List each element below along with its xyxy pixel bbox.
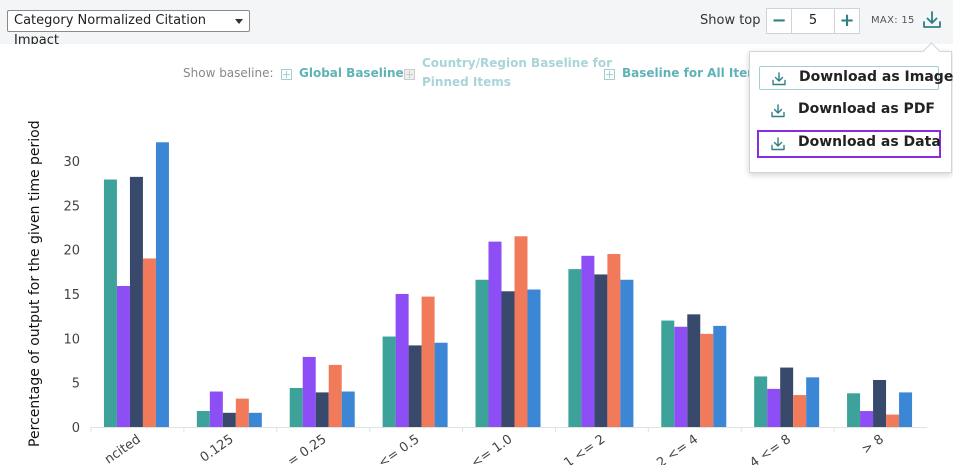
bar xyxy=(395,293,409,427)
bar xyxy=(289,387,303,427)
download-image-item[interactable]: Download as Image xyxy=(759,66,953,90)
download-menu: Download as Image Download as PDF Downlo… xyxy=(749,51,953,173)
download-image-label: Download as Image xyxy=(799,69,953,85)
baseline-options: Show baseline: Global Baseline Country/R… xyxy=(7,44,947,104)
bar xyxy=(328,364,342,427)
y-tick-label: 10 xyxy=(63,332,80,347)
y-tick-label: 25 xyxy=(63,199,80,214)
bar xyxy=(594,274,608,427)
bar xyxy=(222,412,236,427)
bar xyxy=(302,356,316,427)
y-tick-label: 5 xyxy=(72,377,80,392)
bar xyxy=(434,342,448,427)
bar xyxy=(382,336,396,427)
bar xyxy=(607,254,621,427)
bar xyxy=(527,289,541,427)
all-items-baseline-label: Baseline for All Items xyxy=(622,66,767,80)
show-top-stepper: − 5 + xyxy=(766,8,860,34)
bar xyxy=(129,176,143,427)
bar xyxy=(899,392,913,427)
bar xyxy=(581,255,595,427)
bar xyxy=(155,142,169,427)
y-axis-label: Percentage of output for the given time … xyxy=(27,120,43,447)
show-top-label: Show top xyxy=(700,13,761,28)
download-icon xyxy=(771,137,785,151)
bar xyxy=(196,411,210,427)
country-baseline-label-line1: Country/Region Baseline for xyxy=(422,56,613,70)
x-tick-label: 4 <= 8 xyxy=(747,432,794,465)
bar xyxy=(780,367,794,427)
y-tick-label: 30 xyxy=(63,155,80,170)
bar xyxy=(687,314,701,427)
bar xyxy=(873,379,887,427)
country-baseline-label-line2: Pinned Items xyxy=(422,75,511,89)
bar xyxy=(886,414,900,427)
bar xyxy=(116,285,130,427)
metric-select[interactable]: Category Normalized Citation Impact xyxy=(7,10,250,48)
add-checkbox-icon xyxy=(404,69,415,80)
bar xyxy=(713,325,727,427)
download-icon xyxy=(771,104,785,118)
bar xyxy=(793,395,807,427)
bar xyxy=(514,236,528,427)
max-label: MAX: 15 xyxy=(871,15,915,26)
download-pdf-item[interactable]: Download as PDF xyxy=(759,99,939,123)
bar xyxy=(754,376,768,427)
y-tick-label: 15 xyxy=(63,288,80,303)
bar xyxy=(408,345,422,427)
increment-button[interactable]: + xyxy=(834,9,859,33)
global-baseline-label: Global Baseline xyxy=(299,66,404,80)
decrement-button[interactable]: − xyxy=(767,9,792,33)
bar xyxy=(620,279,634,427)
chevron-down-icon xyxy=(235,19,243,24)
bar xyxy=(142,258,156,427)
x-tick-label: 1 <= 2 xyxy=(561,432,608,465)
bar xyxy=(501,291,515,427)
x-tick-label: <= 0.5 xyxy=(376,432,423,465)
bar xyxy=(806,377,820,427)
bar xyxy=(767,388,781,427)
x-tick-label: ncited xyxy=(102,432,144,465)
y-tick-label: 20 xyxy=(63,244,80,259)
bar xyxy=(315,392,329,427)
download-pdf-label: Download as PDF xyxy=(798,101,935,117)
download-icon xyxy=(772,72,786,86)
download-icon[interactable] xyxy=(921,9,943,31)
add-checkbox-icon xyxy=(281,69,292,80)
bar xyxy=(475,279,489,427)
bar xyxy=(209,391,223,427)
x-tick-label: 0.125 xyxy=(198,432,237,465)
show-top-input[interactable]: 5 xyxy=(808,13,818,28)
bar xyxy=(847,393,861,427)
bar xyxy=(341,391,355,427)
download-data-label: Download as Data xyxy=(798,134,941,150)
add-checkbox-icon xyxy=(604,69,615,80)
bar xyxy=(103,179,117,427)
y-tick-label: 0 xyxy=(72,421,80,436)
x-tick-label: > 8 xyxy=(859,432,887,458)
x-tick-label: = 0.25 xyxy=(285,432,330,465)
bar xyxy=(568,269,582,427)
bar xyxy=(661,320,675,427)
baseline-label: Show baseline: xyxy=(183,66,274,80)
bar xyxy=(674,326,688,427)
chart-toolbar: Category Normalized Citation Impact Show… xyxy=(0,0,953,48)
x-tick-label: 2 <= 4 xyxy=(654,432,701,465)
bar xyxy=(860,411,874,427)
x-tick-label: <= 1.0 xyxy=(469,432,516,465)
bar xyxy=(421,296,435,427)
download-data-item[interactable]: Download as Data xyxy=(757,130,941,158)
bar xyxy=(488,241,502,427)
bar xyxy=(248,412,262,427)
bar xyxy=(235,398,249,427)
bar xyxy=(700,333,714,427)
